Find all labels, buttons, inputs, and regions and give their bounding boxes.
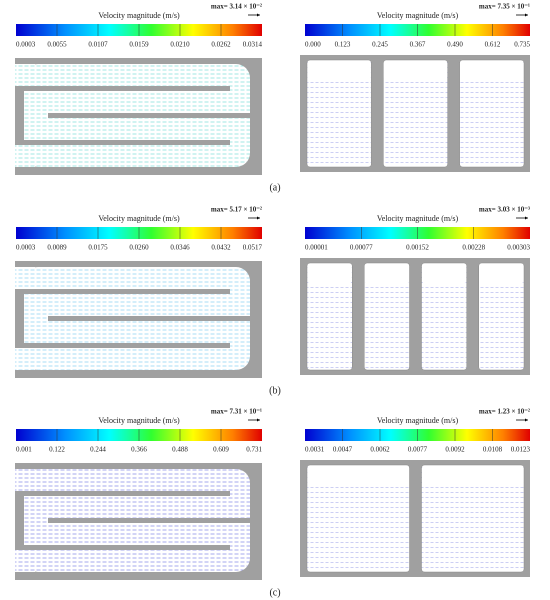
colorbar-tick-label: 0.001 <box>16 446 32 454</box>
chamber-headspace <box>364 263 409 284</box>
chamber-headspace <box>307 60 371 81</box>
max-label: max= 3.03 × 10⁻³ <box>479 206 530 214</box>
max-label: max= 7.35 × 10⁻¹ <box>479 3 530 11</box>
colorbar-tick-label: 0.244 <box>90 446 106 454</box>
colorbar-tick-label: 0.0175 <box>88 244 108 252</box>
colorbar-tick-label: 0.0107 <box>88 41 108 49</box>
colorbar-tick-label: 0.0055 <box>47 41 67 49</box>
chamber <box>459 59 525 168</box>
colorbar-tick-label: 0.00077 <box>350 244 373 252</box>
max-label: max= 5.17 × 10⁻² <box>211 206 262 214</box>
reference-arrowhead <box>525 418 528 422</box>
colorbar-tick-label: 0.0314 <box>243 41 263 49</box>
colorbar-tick-label: 0.123 <box>335 41 351 49</box>
colorbar-tick-label: 0.00303 <box>507 244 530 252</box>
channel-inlet <box>15 267 35 289</box>
baffle <box>15 545 230 550</box>
colorbar-title: Velocity magnitude (m/s) <box>98 11 180 20</box>
channel-outlet <box>15 145 35 167</box>
colorbar-title: Velocity magnitude (m/s) <box>377 214 459 223</box>
max-label: max= 1.23 × 10⁻² <box>479 408 530 416</box>
channel-inlet <box>15 64 35 86</box>
colorbar-title: Velocity magnitude (m/s) <box>377 11 459 20</box>
colorbar-tick-label: 0.0003 <box>16 41 36 49</box>
colorbar-tick-label: 0.0031 <box>305 446 325 454</box>
colorbar-tick-label: 0.0123 <box>511 446 531 454</box>
chamber <box>306 464 410 573</box>
colorbar-tick-label: 0.00152 <box>406 244 429 252</box>
colorbar-tick-label: 0.612 <box>485 41 501 49</box>
panel-label: (a) <box>269 182 280 193</box>
colorbar-tick-label: 0.0210 <box>170 41 190 49</box>
colorbar-tick-label: 0.0517 <box>243 244 263 252</box>
colorbar-tick-label: 0.367 <box>410 41 426 49</box>
colorbar-title: Velocity magnitude (m/s) <box>98 416 180 425</box>
colorbar-tick-label: 0.000 <box>305 41 321 49</box>
colorbar-tick-label: 0.0089 <box>47 244 67 252</box>
colorbar-title: Velocity magnitude (m/s) <box>98 214 180 223</box>
reference-arrowhead <box>257 216 260 220</box>
chamber-headspace <box>307 263 352 284</box>
colorbar-tick-label: 0.0062 <box>370 446 390 454</box>
chamber <box>364 262 410 371</box>
chamber-headspace <box>460 60 524 81</box>
chamber-headspace <box>422 465 524 486</box>
colorbar-tick-label: 0.0003 <box>16 244 36 252</box>
colorbar-tick-label: 0.00228 <box>462 244 485 252</box>
baffle <box>15 289 230 294</box>
baffle <box>15 343 230 348</box>
colorbar-tick-label: 0.735 <box>514 41 530 49</box>
colorbar-tick-label: 0.0346 <box>170 244 190 252</box>
baffle <box>48 316 262 321</box>
chamber-headspace <box>422 263 467 284</box>
chamber <box>478 262 525 371</box>
chamber <box>421 464 525 573</box>
channel-outlet <box>15 550 35 572</box>
colorbar-tick-label: 0.0159 <box>129 41 149 49</box>
colorbar-tick-label: 0.0092 <box>445 446 465 454</box>
colorbar-tick-label: 0.00001 <box>305 244 328 252</box>
colorbar-tick-label: 0.0260 <box>129 244 149 252</box>
chamber-headspace <box>307 465 409 486</box>
colorbar-tick-label: 0.0047 <box>333 446 353 454</box>
panel-label: (b) <box>269 385 281 396</box>
max-label: max= 3.14 × 10⁻² <box>211 3 262 11</box>
colorbar-tick-label: 0.488 <box>172 446 188 454</box>
max-label: max= 7.31 × 10⁻¹ <box>211 408 262 416</box>
panel-label: (c) <box>269 587 280 598</box>
colorbar-tick-label: 0.0077 <box>408 446 428 454</box>
chamber-headspace <box>383 60 448 81</box>
colorbar-tick-label: 0.122 <box>49 446 65 454</box>
colorbar-tick-label: 0.731 <box>246 446 262 454</box>
chamber <box>421 262 467 371</box>
baffle <box>48 113 262 118</box>
chamber <box>383 59 448 168</box>
reference-arrowhead <box>257 418 260 422</box>
chamber-headspace <box>479 263 524 284</box>
colorbar-tick-label: 0.0262 <box>211 41 231 49</box>
baffle <box>15 140 230 145</box>
channel-outlet <box>15 348 35 370</box>
reference-arrowhead <box>257 13 260 17</box>
chamber <box>306 59 372 168</box>
colorbar-tick-label: 0.366 <box>131 446 147 454</box>
reference-arrowhead <box>525 13 528 17</box>
reference-arrowhead <box>525 216 528 220</box>
colorbar-tick-label: 0.245 <box>372 41 388 49</box>
baffle <box>15 491 230 496</box>
colorbar-tick-label: 0.0432 <box>211 244 231 252</box>
chamber <box>306 262 353 371</box>
colorbar-title: Velocity magnitude (m/s) <box>377 416 459 425</box>
baffle <box>48 518 262 523</box>
channel-inlet <box>15 469 35 491</box>
colorbar-tick-label: 0.609 <box>213 446 229 454</box>
colorbar-tick-label: 0.490 <box>447 41 463 49</box>
colorbar-tick-label: 0.0108 <box>483 446 503 454</box>
baffle <box>15 86 230 91</box>
